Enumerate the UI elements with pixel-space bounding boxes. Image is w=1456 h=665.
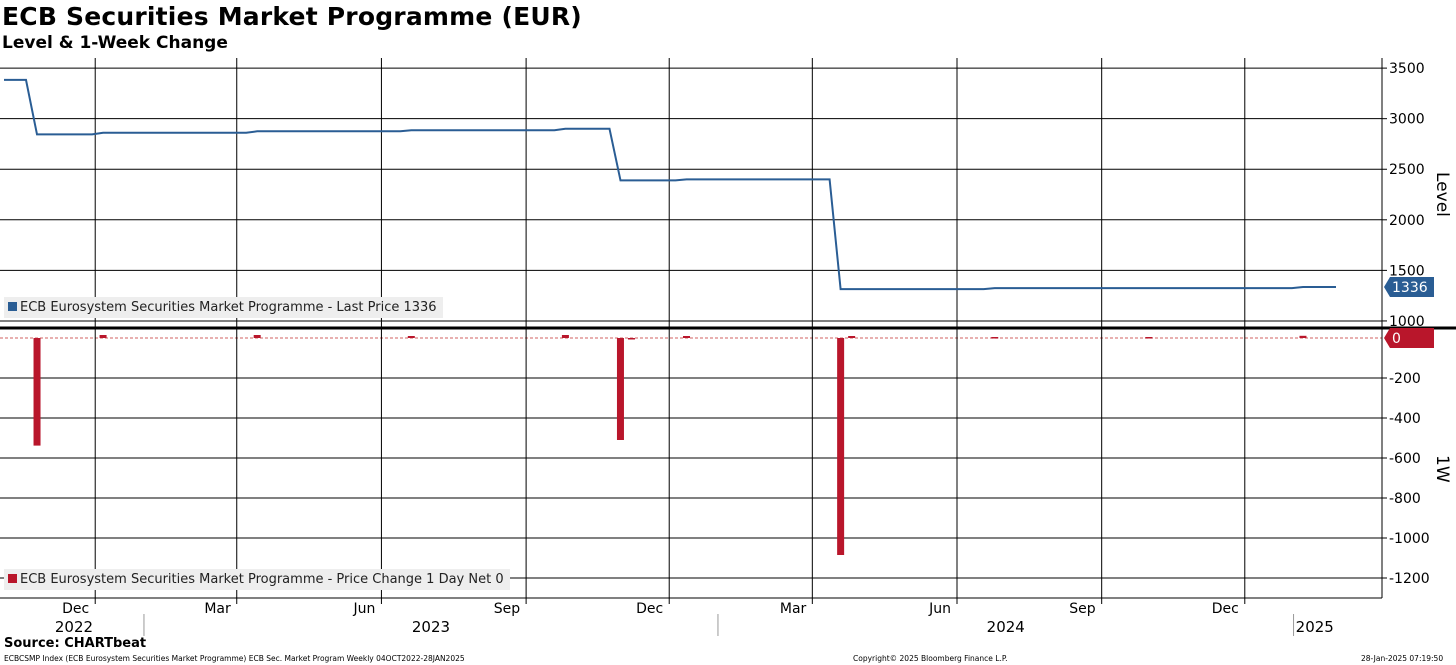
change-bar [253,335,261,338]
change-tag-label: 0 [1392,331,1401,347]
legend-change-label: ECB Eurosystem Securities Market Program… [20,572,504,587]
legend-level-swatch [8,302,17,311]
month-label: Mar [780,601,807,617]
legend-change: ECB Eurosystem Securities Market Program… [4,569,510,590]
chart-subtitle: Level & 1-Week Change [2,33,228,53]
change-bar [561,335,569,338]
change-bar [616,338,624,440]
year-label: 2024 [987,618,1025,636]
legend-level-label: ECB Eurosystem Securities Market Program… [20,300,437,315]
change-bar [1145,337,1153,339]
tick-label-level: 2500 [1389,162,1425,178]
axis-title-level: Level [1432,172,1452,217]
tick-label-level: 3000 [1389,112,1425,128]
tick-label-change: -800 [1389,491,1421,507]
change-bar [99,335,107,338]
month-label: Jun [353,601,376,617]
month-label: Jun [928,601,951,617]
change-bar [407,336,415,338]
last-price-tag [1384,276,1434,297]
month-label: Sep [494,601,521,617]
month-label: Dec [62,601,89,617]
year-label: 2023 [412,618,450,636]
chart-title: ECB Securities Market Programme (EUR) [2,2,582,31]
year-label: 2025 [1296,618,1334,636]
tick-label-level: 1000 [1389,314,1425,330]
change-bar [848,336,856,338]
change-bar [683,336,691,338]
tick-label-level: 2000 [1389,213,1425,229]
change-bar [627,338,635,340]
change-bar [33,338,41,446]
month-label: Mar [204,601,231,617]
change-tag [1384,328,1434,348]
level-series-line [4,78,1336,291]
legend-level: ECB Eurosystem Securities Market Program… [4,297,443,318]
year-label: 2022 [55,618,93,636]
tick-label-change: -400 [1389,411,1421,427]
month-label: Sep [1069,601,1096,617]
footer-copyright: Copyright© 2025 Bloomberg Finance L.P. [853,654,1008,663]
footer-timestamp: 28-Jan-2025 07:19:50 [1361,654,1444,663]
last-price-tag-label: 1336 [1392,280,1428,296]
footer-description: ECBCSMP Index (ECB Eurosystem Securities… [4,654,465,663]
source-note: Source: CHARTbeat [4,636,147,651]
tick-label-level: 3500 [1389,61,1425,77]
month-label: Dec [1212,601,1239,617]
legend-change-swatch [8,574,17,583]
month-label: Dec [636,601,663,617]
tick-label-change: -1000 [1389,531,1430,547]
tick-label-change: -1200 [1389,571,1430,587]
change-bar [837,338,845,555]
tick-label-change: -200 [1389,371,1421,387]
tick-label-level: 1500 [1389,263,1425,279]
change-bar [991,337,999,339]
axis-title-change: 1W [1432,455,1452,483]
change-bar [1299,335,1307,338]
tick-label-change: -600 [1389,451,1421,467]
